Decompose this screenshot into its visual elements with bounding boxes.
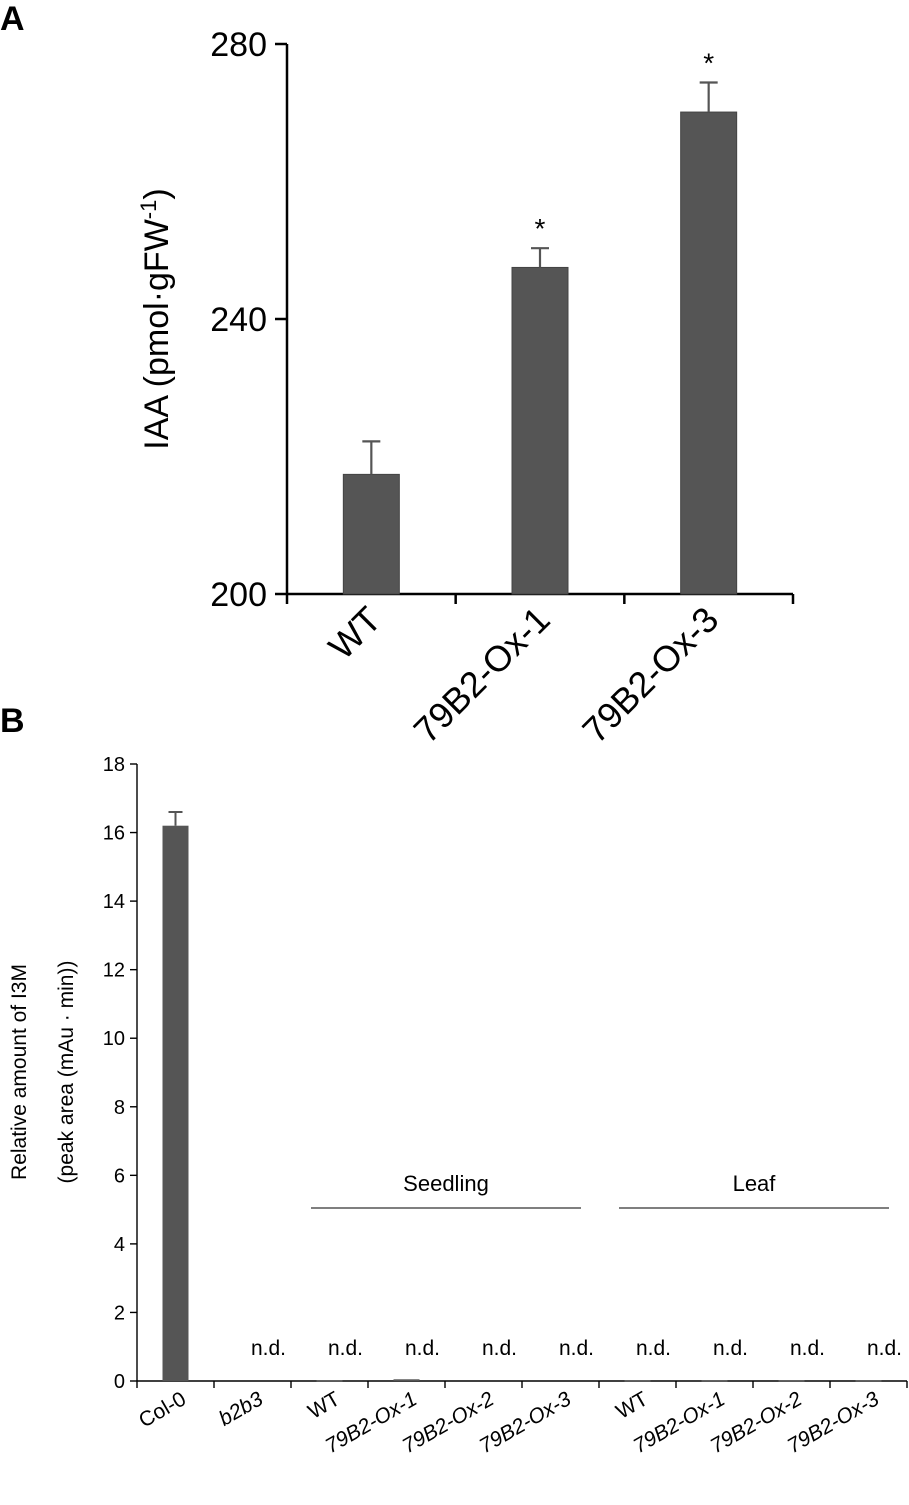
- bar: [701, 1380, 728, 1382]
- y-axis-label-line2: (peak area (mAu · min)): [55, 961, 78, 1184]
- y-tick-label: 240: [210, 301, 267, 339]
- y-tick-label: 6: [114, 1165, 125, 1187]
- panel-label-b: B: [0, 702, 25, 740]
- bar: [855, 1380, 882, 1382]
- x-tick-label: 79B2-Ox-1: [406, 599, 558, 751]
- x-tick-label: WT: [320, 599, 389, 668]
- group-label: Seedling: [403, 1171, 489, 1196]
- bar: [393, 1379, 420, 1381]
- x-tick-label: WT: [304, 1387, 344, 1423]
- bar: [778, 1380, 805, 1382]
- y-tick-label: 12: [103, 960, 125, 982]
- x-tick-label: Col-0: [135, 1387, 190, 1432]
- y-tick-label: 16: [103, 823, 125, 845]
- y-tick-label: 10: [103, 1028, 125, 1050]
- bar: [680, 111, 738, 595]
- y-axis-label-text: IAA (pmol·gFW: [138, 219, 176, 449]
- x-tick-label: WT: [612, 1387, 652, 1423]
- nd-annotation: n.d.: [636, 1337, 671, 1360]
- panel-label-a: A: [0, 0, 25, 38]
- significance-marker: *: [703, 48, 714, 79]
- bar: [624, 1380, 651, 1382]
- x-tick-label: 79B2-Ox-3: [574, 599, 726, 751]
- y-tick-label: 18: [103, 754, 125, 776]
- bar: [342, 473, 400, 595]
- y-tick-label: 200: [210, 576, 267, 614]
- nd-annotation: n.d.: [559, 1337, 594, 1360]
- x-tick-label: b2b3: [215, 1387, 267, 1430]
- y-axis-label-superscript: -1: [136, 200, 161, 220]
- bar: [316, 1380, 343, 1382]
- nd-annotation: n.d.: [790, 1337, 825, 1360]
- y-axis-label: IAA (pmol·gFW-1): [136, 188, 176, 449]
- nd-annotation: n.d.: [867, 1337, 902, 1360]
- nd-annotation: n.d.: [482, 1337, 517, 1360]
- group-label: Leaf: [733, 1171, 777, 1196]
- nd-annotation: n.d.: [405, 1337, 440, 1360]
- chart-b: 024681012141618Col-0n.d.b2b3n.d.WTn.d.79…: [8, 754, 908, 1458]
- nd-annotation: n.d.: [251, 1337, 286, 1360]
- bar: [162, 825, 189, 1381]
- nd-annotation: n.d.: [713, 1337, 748, 1360]
- y-axis-label-line1: Relative amount of I3M: [8, 964, 31, 1180]
- y-axis-label-close: ): [138, 188, 176, 199]
- y-tick-label: 14: [103, 891, 125, 913]
- nd-annotation: n.d.: [328, 1337, 363, 1360]
- bar: [511, 266, 569, 595]
- y-tick-label: 4: [114, 1234, 125, 1256]
- y-tick-label: 280: [210, 26, 267, 64]
- significance-marker: *: [535, 213, 546, 244]
- y-tick-label: 2: [114, 1302, 125, 1324]
- chart-a: 200 240 280 WT * 79B2-Ox-1 * 79B2-Ox-3 IAA (pmol…: [136, 26, 795, 751]
- y-tick-label: 8: [114, 1097, 125, 1119]
- y-tick-label: 0: [114, 1371, 125, 1393]
